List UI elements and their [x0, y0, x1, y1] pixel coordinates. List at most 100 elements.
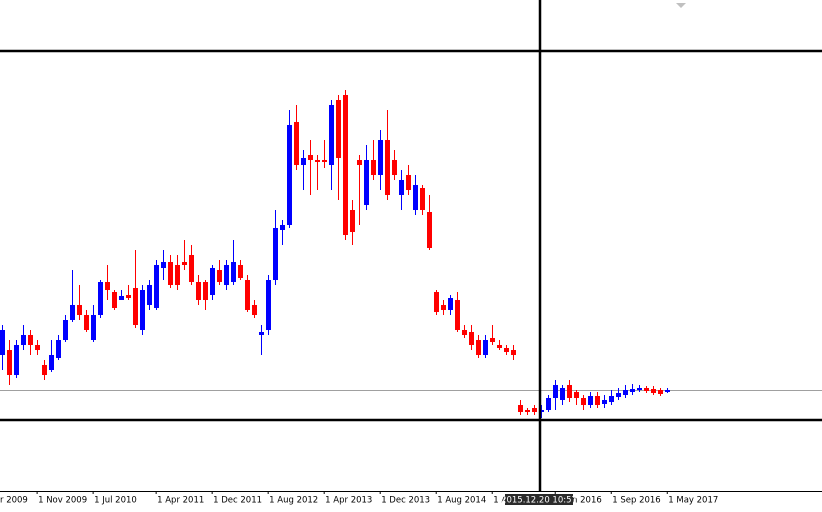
candle-body: [378, 140, 383, 175]
candle-body: [224, 265, 229, 285]
candle-body: [490, 338, 495, 342]
candles: [0, 90, 670, 418]
candle-body: [301, 158, 306, 165]
candle-body: [21, 335, 26, 345]
candle-body: [616, 393, 621, 397]
candle-body: [637, 388, 642, 390]
candle-body: [287, 125, 292, 225]
candle-body: [406, 175, 411, 190]
candle-body: [343, 95, 348, 235]
candle-body: [483, 340, 488, 355]
crosshair-label-box: [505, 494, 573, 505]
candle-body: [168, 262, 173, 285]
candle-body: [623, 390, 628, 395]
x-tick-label: 1 Dec 2013: [381, 496, 430, 506]
x-tick-label: 1 Apr 2013: [325, 496, 372, 506]
candle-body: [266, 280, 271, 330]
candle-body: [448, 298, 453, 310]
candle-body: [364, 160, 369, 205]
candle-body: [133, 288, 138, 325]
candle-body: [532, 408, 537, 412]
candle-body: [329, 105, 334, 165]
candle-body: [252, 305, 257, 315]
x-tick-label: 1 May 2017: [668, 496, 718, 506]
candle-body: [630, 389, 635, 392]
candle-body: [182, 262, 187, 265]
candle-body: [56, 340, 61, 358]
candle-body: [126, 295, 131, 298]
candle-body: [511, 350, 516, 355]
candle-body: [357, 160, 362, 165]
candle-body: [525, 410, 530, 412]
candle-body: [504, 348, 509, 352]
candle-body: [434, 292, 439, 312]
candle-body: [427, 212, 432, 248]
crosshair-label: 2015.12.20 10:57: [501, 496, 577, 506]
x-tick-label: 1 Aug 2014: [437, 496, 486, 506]
candle-body: [42, 365, 47, 375]
candle-body: [497, 345, 502, 348]
candle-body: [581, 398, 586, 405]
candle-body: [14, 345, 19, 375]
candle-body: [392, 160, 397, 175]
candle-body: [0, 330, 5, 355]
x-tick-label: 1 Aug 2012: [269, 496, 318, 506]
candle-body: [308, 155, 313, 160]
candle-body: [203, 282, 208, 300]
candle-body: [420, 188, 425, 210]
scroll-marker: [676, 3, 686, 8]
candle-body: [441, 305, 446, 310]
candle-body: [231, 262, 236, 282]
candle-body: [665, 390, 670, 392]
candle-body: [462, 330, 467, 335]
candle-body: [371, 160, 376, 175]
x-tick-label: 1 Dec 2011: [213, 496, 262, 506]
candle-body: [560, 388, 565, 400]
candle-body: [336, 100, 341, 158]
candle-body: [196, 282, 201, 300]
x-tick-label: 1 Nov 2009: [38, 496, 87, 506]
candle-body: [70, 305, 75, 320]
candle-body: [238, 265, 243, 278]
candle-body: [644, 388, 649, 391]
candle-body: [315, 160, 320, 162]
candle-body: [112, 292, 117, 308]
candle-body: [259, 332, 264, 335]
x-tick-label: 1 Apr 2011: [157, 496, 204, 506]
candle-body: [147, 285, 152, 305]
candle-body: [350, 210, 355, 232]
candle-body: [189, 255, 194, 282]
candle-body: [658, 390, 663, 394]
candle-body: [546, 398, 551, 410]
candle-body: [49, 355, 54, 370]
x-tick-label: 1 Jul 2010: [94, 496, 137, 506]
candle-body: [567, 385, 572, 398]
candle-body: [294, 122, 299, 165]
candle-body: [413, 185, 418, 210]
candle-body: [399, 180, 404, 195]
candle-body: [63, 320, 68, 340]
candle-body: [553, 385, 558, 398]
candle-body: [602, 400, 607, 404]
candle-body: [217, 270, 222, 282]
candle-body: [273, 228, 278, 280]
candle-body: [35, 345, 40, 350]
candle-body: [609, 396, 614, 402]
x-axis: r 2009 1 Nov 2009 1 Jul 2010 1 Apr 2011 1 De…: [0, 491, 718, 506]
candle-body: [469, 332, 474, 345]
candle-body: [539, 410, 544, 412]
candle-body: [7, 350, 12, 375]
x-tick-label: r 2009: [0, 496, 28, 506]
candle-body: [595, 396, 600, 405]
candle-body: [77, 305, 82, 315]
candle-body: [280, 225, 285, 230]
candle-body: [140, 290, 145, 330]
x-tick-label: 1 Sep 2016: [612, 496, 660, 506]
candle-body: [91, 315, 96, 340]
candle-body: [154, 265, 159, 308]
x-tick-label: 1 Jan 2016: [556, 496, 602, 506]
candle-body: [84, 315, 89, 330]
candle-body: [322, 160, 327, 162]
candle-body: [98, 282, 103, 315]
